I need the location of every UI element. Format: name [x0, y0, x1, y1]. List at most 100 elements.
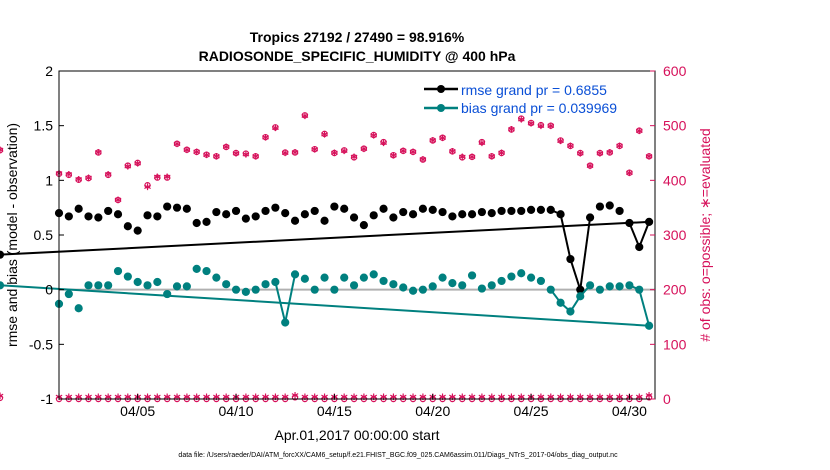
left-tick-label: 0: [45, 282, 53, 298]
rmse-point: [222, 210, 231, 219]
obs-evaluated-marker: *: [409, 147, 417, 163]
obs-evaluated-marker: *: [282, 148, 290, 164]
data-file-footnote: data file: /Users/raeder/DAI/ATM_forcXX/…: [178, 452, 618, 459]
obs-possible-marker: [547, 122, 554, 129]
obs-baseline-evaluated-marker: *: [154, 392, 162, 408]
bias-point: [143, 281, 152, 290]
obs-possible-marker: [213, 153, 220, 160]
bias-point: [153, 277, 162, 287]
bias-point: [212, 273, 221, 282]
obs-possible-marker: [193, 148, 200, 156]
obs-evaluated-marker: *: [0, 145, 4, 161]
obs-possible-marker: [478, 138, 486, 146]
rmse-point: [94, 213, 103, 222]
rmse-point: [330, 202, 339, 211]
obs-evaluated-marker: *: [203, 150, 211, 166]
obs-evaluated-marker: *: [272, 123, 280, 139]
bias-point: [467, 271, 477, 280]
bias-point: [566, 307, 575, 316]
rmse-point: [163, 202, 172, 211]
rmse-point: [595, 202, 605, 211]
obs-baseline-evaluated-marker: *: [282, 392, 290, 408]
rmse-point: [182, 204, 191, 213]
obs-baseline-evaluated-marker: *: [370, 392, 378, 408]
obs-evaluated-marker: *: [527, 119, 535, 135]
obs-baseline-evaluated-marker: *: [380, 392, 388, 408]
obs-baseline-evaluated-marker: *: [134, 392, 142, 408]
rmse-point: [310, 206, 319, 216]
obs-possible-marker: [488, 153, 495, 160]
obs-evaluated-marker: *: [75, 174, 83, 190]
rmse-point: [497, 206, 506, 216]
obs-possible-marker: [252, 153, 259, 160]
rmse-point: [133, 226, 142, 235]
bias-point: [418, 285, 427, 294]
obs-possible-marker: [262, 133, 269, 141]
bias-point: [389, 280, 398, 289]
obs-evaluated-marker: *: [331, 148, 339, 164]
obs-possible-marker: [439, 134, 446, 141]
obs-possible-marker: [645, 153, 653, 160]
rmse-point: [566, 254, 575, 264]
obs-baseline-evaluated-marker: *: [498, 392, 506, 408]
rmse-point: [428, 205, 437, 214]
bias-point: [635, 285, 644, 294]
obs-evaluated-marker: *: [518, 114, 526, 130]
bias-point: [113, 266, 123, 276]
obs-baseline-evaluated-marker: *: [321, 392, 329, 408]
rmse-point: [556, 210, 565, 219]
bias-point: [576, 292, 585, 301]
obs-evaluated-marker: *: [488, 151, 496, 167]
right-tick-label: 200: [663, 282, 687, 298]
obs-evaluated-marker: *: [301, 111, 309, 127]
rmse-point: [359, 221, 368, 230]
obs-evaluated-marker: *: [291, 148, 299, 164]
rmse-point: [123, 222, 132, 231]
left-tick-label: -0.5: [29, 336, 53, 352]
bias-point: [507, 272, 516, 281]
obs-baseline-evaluated-marker: *: [478, 392, 486, 408]
obs-possible-marker: [183, 146, 191, 153]
rmse-point: [143, 211, 152, 220]
obs-baseline-evaluated-marker: *: [409, 392, 417, 408]
obs-baseline-evaluated-marker: *: [439, 392, 447, 408]
obs-baseline-evaluated-marker: *: [114, 392, 122, 408]
obs-baseline-evaluated-marker: *: [213, 392, 221, 408]
rmse-point: [467, 210, 477, 219]
obs-baseline-evaluated-marker: *: [341, 392, 349, 408]
rmse-point: [153, 212, 162, 221]
right-tick-label: 600: [663, 63, 687, 79]
obs-possible-marker: [85, 174, 92, 182]
obs-evaluated-marker: *: [508, 125, 516, 141]
obs-baseline-evaluated-marker: *: [301, 392, 309, 408]
obs-possible-marker: [390, 151, 397, 159]
obs-evaluated-marker: *: [223, 142, 231, 158]
bias-point: [438, 273, 447, 282]
obs-evaluated-marker: *: [124, 161, 132, 177]
obs-possible-marker: [498, 149, 505, 157]
obs-baseline-evaluated-marker: *: [360, 392, 368, 408]
obs-evaluated-marker: *: [459, 152, 467, 168]
obs-possible-marker: [527, 119, 535, 127]
rmse-point: [192, 218, 201, 228]
obs-baseline-evaluated-marker: *: [577, 392, 585, 408]
rmse-point: [64, 212, 73, 221]
obs-evaluated-marker: *: [144, 182, 152, 198]
bias-line-segment: [0, 284, 650, 327]
legend-rmse-marker: [437, 85, 445, 93]
bias-point: [349, 281, 359, 290]
obs-baseline-evaluated-marker: *: [468, 392, 476, 408]
bias-point: [448, 279, 457, 288]
obs-baseline-evaluated-marker: *: [400, 392, 408, 408]
obs-evaluated-marker: *: [596, 149, 604, 165]
rmse-point: [507, 206, 516, 216]
bias-point: [585, 281, 595, 290]
obs-possible-marker: [321, 130, 328, 138]
bias-point: [74, 304, 83, 313]
bias-point: [399, 283, 408, 292]
bias-line-segment: [284, 274, 297, 323]
obs-baseline-evaluated-marker: *: [350, 392, 358, 408]
obs-evaluated-marker: *: [390, 150, 398, 166]
x-tick-label: 04/05: [120, 403, 155, 419]
obs-baseline-possible-marker: [645, 394, 653, 401]
